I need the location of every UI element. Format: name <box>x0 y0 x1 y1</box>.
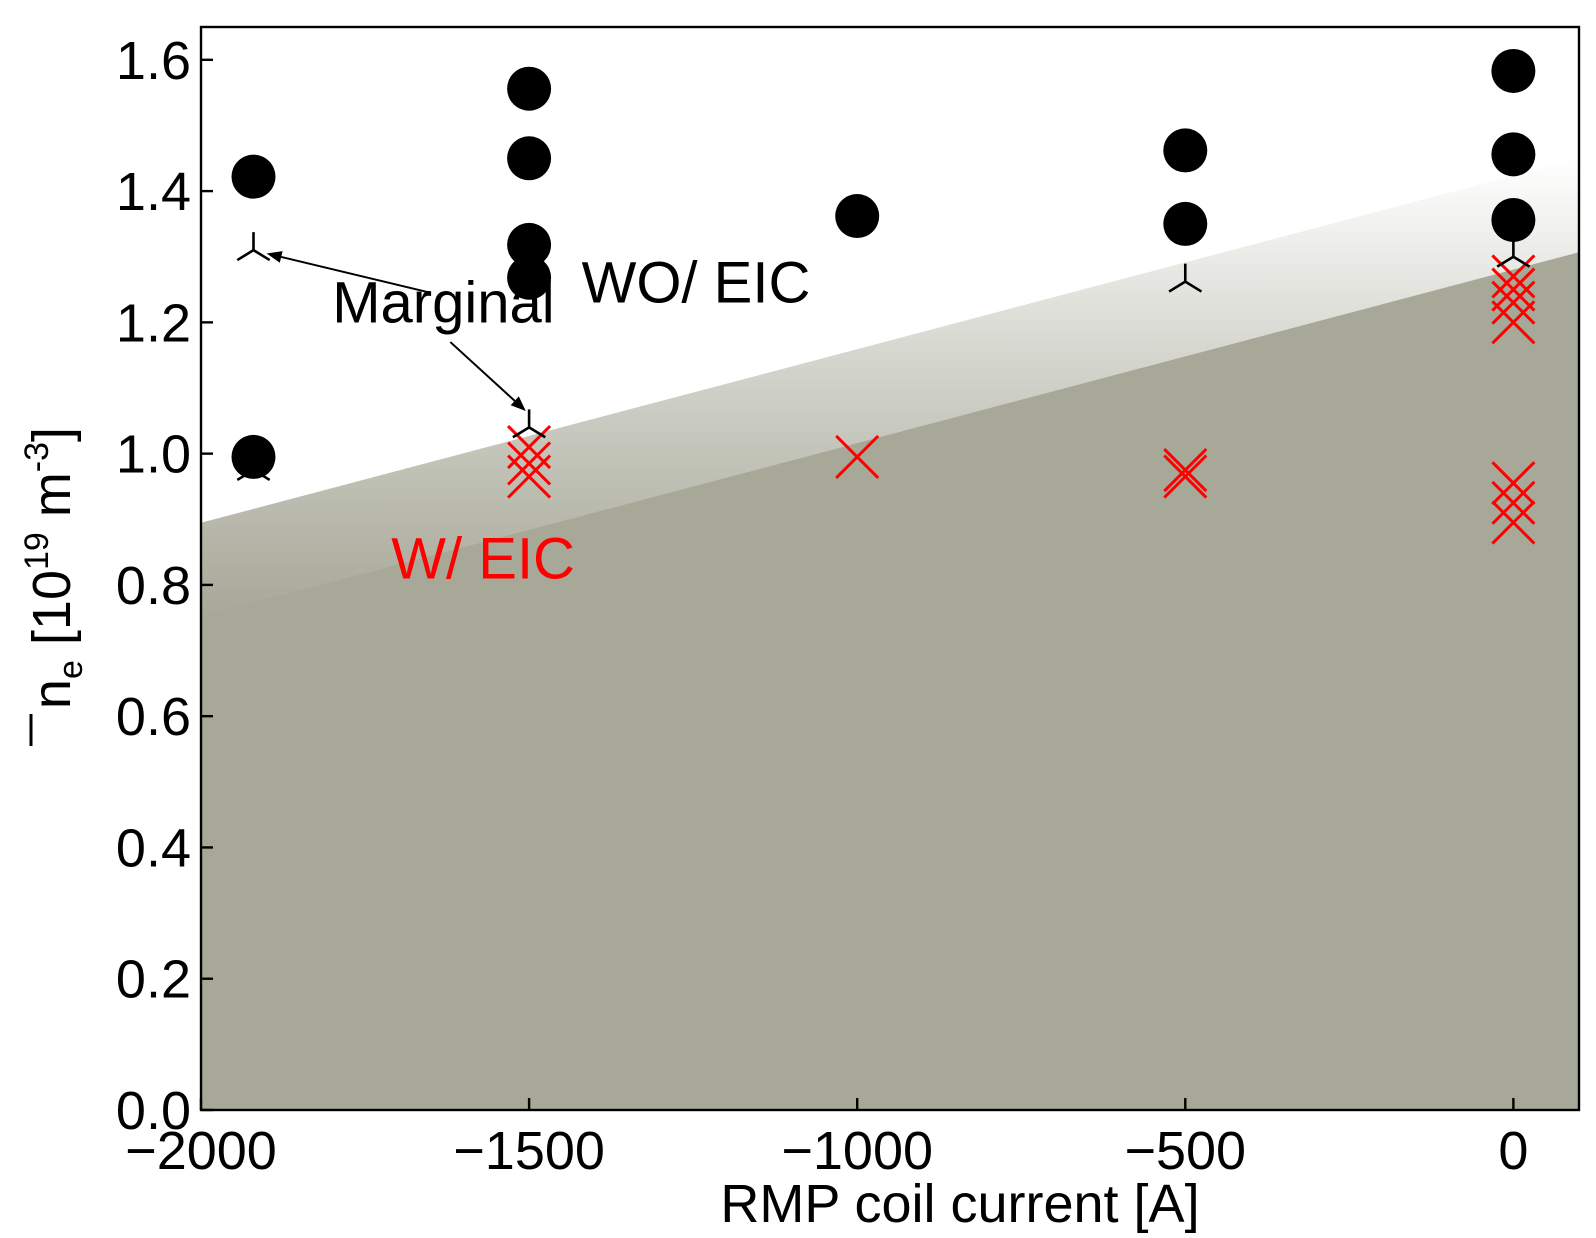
data-point-tri <box>236 452 271 482</box>
boundary-fade <box>201 158 1579 618</box>
annotation-arrow-head <box>266 251 283 263</box>
x-tick-label: −1500 <box>453 1121 605 1181</box>
data-point-tri <box>1496 238 1531 268</box>
y-tick-label: 0.0 <box>116 1081 191 1141</box>
annotation-arrow-line <box>280 255 431 294</box>
data-point-circle <box>835 194 880 239</box>
data-point-circle <box>1163 201 1208 246</box>
annotation-arrows <box>266 251 526 411</box>
x-axis-ticks: −2000 −1500 −1000 −500 0 <box>125 1098 1528 1181</box>
data-point-x <box>1491 300 1536 345</box>
x-axis-label: RMP coil current [A] <box>720 1174 1199 1234</box>
data-point-circle <box>507 222 552 267</box>
y-tick-label: 1.4 <box>116 162 191 222</box>
annotation-label: Marginal <box>332 270 554 335</box>
data-point-circle <box>507 255 552 300</box>
data-point-x <box>1491 500 1536 545</box>
x-tick-label: 0 <box>1498 1121 1528 1181</box>
y-tick-label: 1.2 <box>116 293 191 353</box>
data-point-x <box>835 434 880 479</box>
y-tick-label: 0.2 <box>116 950 191 1010</box>
x-tick-label: −500 <box>1124 1121 1246 1181</box>
data-point-circle <box>1491 132 1536 177</box>
y-tick-label: 0.6 <box>116 687 191 747</box>
data-point-x <box>1491 461 1536 506</box>
x-tick-label: −2000 <box>125 1121 277 1181</box>
y-label-sup1: 19 <box>18 532 56 570</box>
data-point-x <box>1491 280 1536 325</box>
y-label-main: n <box>22 679 82 709</box>
annotation-label: W/ EIC <box>391 526 575 591</box>
data-point-x <box>507 454 552 499</box>
plot-frame <box>199 25 1581 1112</box>
y-label-sub: e <box>52 660 90 679</box>
boundary-region <box>201 158 1579 1110</box>
boundary-fill <box>201 252 1579 1110</box>
y-label-bracket-close: ] <box>22 427 82 442</box>
data-point-x <box>1491 480 1536 525</box>
data-point-circle <box>231 154 276 199</box>
data-point-x <box>507 441 552 486</box>
svg-text:ne [1019 m-3]: ne [1019 m-3] <box>18 427 90 709</box>
y-tick-label: 1.0 <box>116 425 191 485</box>
data-point-tri <box>512 409 546 439</box>
y-tick-label: 0.4 <box>116 818 191 878</box>
data-point-x <box>1491 267 1536 312</box>
y-label-unit: m <box>22 472 82 532</box>
data-point-circle <box>1491 48 1536 93</box>
y-label-sup2: -3 <box>18 442 56 472</box>
data-point-x <box>1163 447 1208 493</box>
y-label-bracket-open: [10 <box>22 570 82 660</box>
y-axis-ticks: 0.0 0.2 0.4 0.6 0.8 1.0 1.2 1.4 1.6 <box>116 31 213 1141</box>
data-point-x <box>1163 454 1208 499</box>
annotations-layer: Marginal WO/ EIC W/ EIC <box>332 251 810 592</box>
y-axis-label: ne [1019 m-3] <box>18 427 90 746</box>
annotation-arrow-line <box>449 341 516 402</box>
annotation-arrow-head <box>510 396 526 411</box>
data-point-circle <box>507 66 552 111</box>
data-point-tri <box>1168 263 1203 293</box>
data-point-circle <box>507 136 552 181</box>
data-point-circle <box>1163 128 1208 173</box>
data-point-tri <box>236 232 271 262</box>
markers-layer <box>231 48 1536 545</box>
x-tick-label: −1000 <box>781 1121 933 1181</box>
y-tick-label: 0.8 <box>116 556 191 616</box>
y-tick-label: 1.6 <box>116 31 191 91</box>
data-point-circle <box>1491 197 1536 242</box>
annotation-label: WO/ EIC <box>582 251 811 316</box>
